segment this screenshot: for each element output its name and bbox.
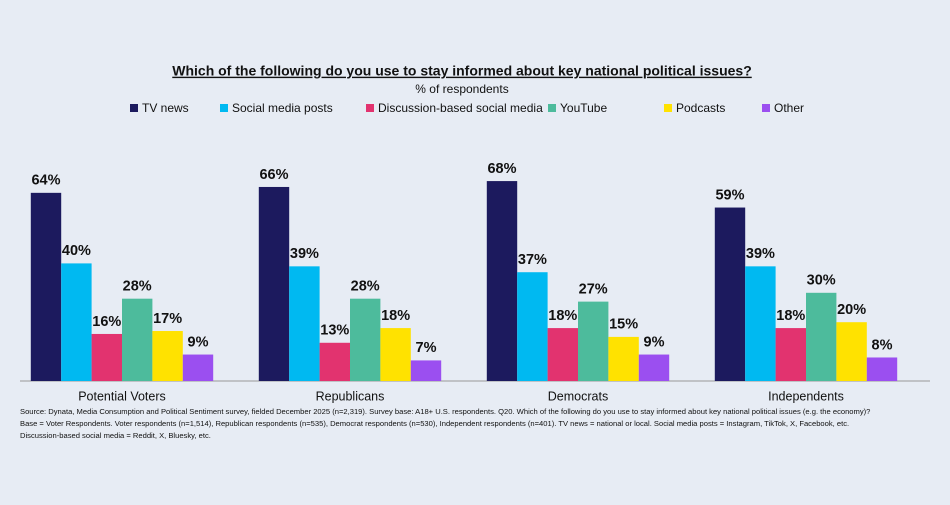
bar	[319, 342, 350, 381]
bar	[714, 207, 746, 381]
bar	[350, 298, 381, 381]
value-label: 9%	[644, 334, 665, 350]
bar	[836, 322, 867, 381]
value-label: 68%	[487, 161, 516, 177]
bar	[410, 360, 442, 381]
bar	[61, 263, 92, 381]
bar	[775, 328, 806, 381]
x-tick-label: Democrats	[548, 389, 608, 403]
value-label: 20%	[837, 302, 866, 318]
footnote: Source: Dynata, Media Consumption and Po…	[20, 407, 870, 416]
bar	[258, 186, 290, 381]
bar	[806, 292, 837, 381]
bar	[289, 266, 320, 381]
value-label: 28%	[351, 279, 380, 295]
legend-label: Social media posts	[232, 101, 333, 115]
value-label: 28%	[123, 279, 152, 295]
bar	[578, 301, 609, 381]
value-label: 16%	[92, 314, 121, 330]
value-label: 18%	[776, 308, 805, 324]
bar	[152, 331, 183, 381]
legend-swatch	[130, 104, 138, 112]
bar	[486, 181, 518, 381]
legend-label: Other	[774, 101, 804, 115]
value-label: 13%	[320, 323, 349, 339]
value-label: 64%	[31, 173, 60, 189]
chart-subtitle: % of respondents	[415, 82, 508, 96]
value-label: 18%	[381, 308, 410, 324]
footnote: Base = Voter Respondents. Voter responde…	[20, 419, 849, 428]
legend-label: Podcasts	[676, 101, 725, 115]
value-label: 39%	[290, 246, 319, 262]
value-label: 59%	[715, 187, 744, 203]
value-label: 40%	[62, 243, 91, 259]
legend-swatch	[366, 104, 374, 112]
legend-label: YouTube	[560, 101, 607, 115]
bar	[866, 357, 898, 381]
value-label: 7%	[416, 340, 437, 356]
value-label: 17%	[153, 311, 182, 327]
legend-swatch	[664, 104, 672, 112]
bar	[547, 328, 578, 381]
value-label: 30%	[807, 273, 836, 289]
value-label: 66%	[259, 167, 288, 183]
bar	[182, 354, 214, 381]
bar	[745, 266, 776, 381]
value-label: 39%	[746, 246, 775, 262]
bar	[608, 336, 639, 381]
chart-title: Which of the following do you use to sta…	[172, 63, 752, 79]
value-label: 15%	[609, 317, 638, 333]
value-label: 37%	[518, 252, 547, 268]
x-tick-label: Republicans	[316, 389, 385, 403]
legend-label: TV news	[142, 101, 189, 115]
bar	[517, 272, 548, 381]
footnote: Discussion-based social media = Reddit, …	[20, 431, 211, 440]
legend-swatch	[548, 104, 556, 112]
legend-swatch	[762, 104, 770, 112]
x-tick-label: Independents	[768, 389, 844, 403]
legend-label: Discussion-based social media	[378, 101, 543, 115]
bar	[30, 192, 62, 381]
value-label: 8%	[872, 337, 893, 353]
bar	[380, 328, 411, 381]
legend-swatch	[220, 104, 228, 112]
value-label: 9%	[188, 334, 209, 350]
value-label: 18%	[548, 308, 577, 324]
bar	[122, 298, 153, 381]
x-tick-label: Potential Voters	[78, 389, 166, 403]
value-label: 27%	[579, 281, 608, 297]
bar	[638, 354, 670, 381]
bar	[91, 333, 122, 381]
